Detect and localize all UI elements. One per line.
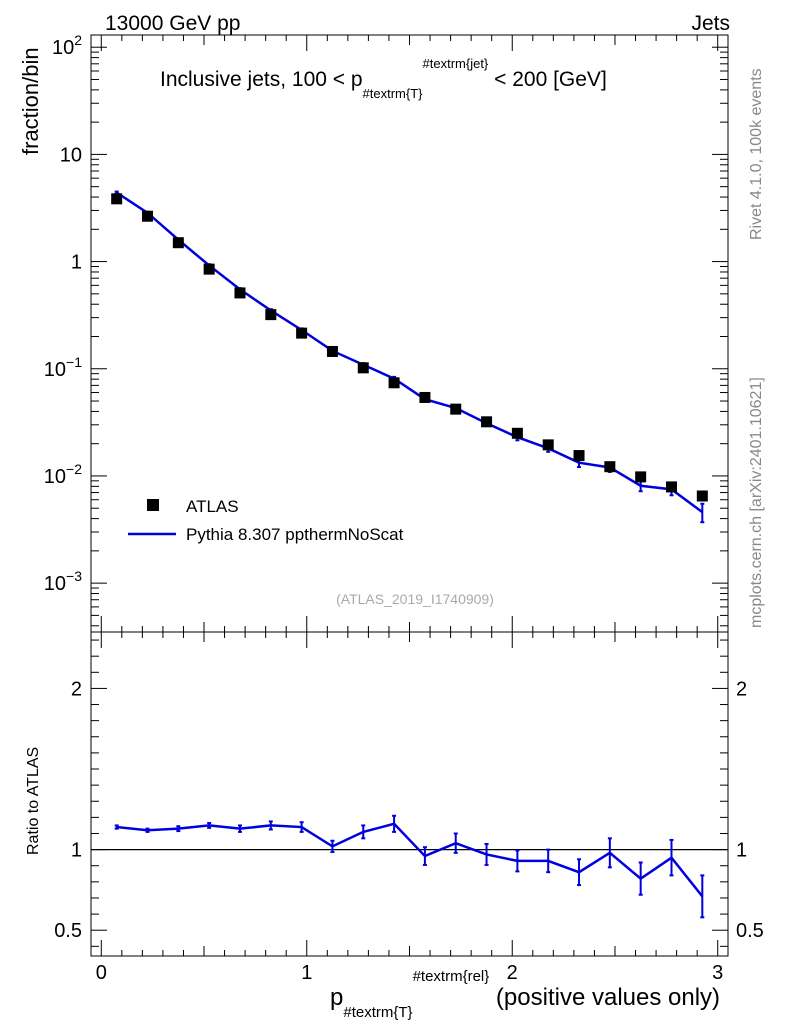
- legend: ATLAS Pythia 8.307 ppthermNoScat: [128, 497, 404, 544]
- plot-title: Inclusive jets, 100 < p#textrm{T}#textrm…: [160, 56, 607, 101]
- ratio-y-tick-label-left: 0.5: [54, 920, 82, 942]
- ratio-y-tick-label-right: 2: [736, 678, 747, 700]
- data-point: [234, 287, 246, 299]
- data-point: [604, 461, 616, 473]
- ratio-y-tick-label-right: 1: [736, 840, 747, 862]
- data-point: [635, 471, 647, 483]
- legend-data-marker: [147, 499, 159, 511]
- ratio-tick-labels: 0.5 0.5 1 1 2 2 0 1 2 3: [54, 678, 764, 984]
- data-point: [172, 237, 184, 249]
- main-y-tick-labels: 102 10 1 10−1 10−2 10−3: [44, 32, 82, 595]
- ratio-series: [114, 814, 705, 919]
- main-y-tick-label: 10−3: [44, 568, 82, 595]
- x-tick-label: 1: [301, 962, 312, 984]
- data-point: [573, 450, 585, 462]
- x-tick-label: 3: [712, 962, 723, 984]
- data-point: [665, 481, 677, 493]
- ratio-y-tick-label-right: 0.5: [736, 920, 764, 942]
- data-point: [450, 403, 462, 415]
- mcplots-credit-label: mcplots.cern.ch [arXiv:2401.10621]: [748, 377, 765, 628]
- ratio-y-tick-label-left: 1: [71, 840, 82, 862]
- data-point: [696, 490, 708, 502]
- data-point: [296, 327, 308, 339]
- main-y-tick-label: 1: [71, 252, 82, 274]
- analysis-id-label: (ATLAS_2019_I1740909): [336, 591, 494, 607]
- ratio-y-tick-label-left: 2: [71, 678, 82, 700]
- legend-mc-label: Pythia 8.307 ppthermNoScat: [186, 525, 404, 544]
- data-point: [419, 391, 431, 403]
- data-point: [142, 210, 154, 222]
- main-y-tick-label: 10: [60, 144, 82, 166]
- mc-series: [114, 190, 705, 524]
- ratio-panel-frame: [90, 631, 729, 957]
- ratio-line: [116, 822, 704, 898]
- data-point: [111, 193, 123, 205]
- x-axis-label: p#textrm{T}#textrm{rel} (positive values…: [330, 968, 720, 1021]
- data-point: [542, 439, 554, 451]
- data-point: [265, 309, 277, 321]
- rivet-version-label: Rivet 4.1.0, 100k events: [748, 68, 765, 240]
- energy-label: 13000 GeV pp: [105, 12, 240, 35]
- data-point: [326, 345, 338, 357]
- process-label: Jets: [691, 12, 730, 35]
- x-tick-label: 0: [96, 962, 107, 984]
- data-point: [357, 362, 369, 374]
- ratio-axis-ticks: [91, 632, 728, 956]
- main-axis-ticks: [91, 35, 728, 632]
- main-y-tick-label: 10−1: [44, 354, 82, 381]
- data-point: [203, 263, 215, 275]
- main-y-tick-label: 10−2: [44, 461, 82, 488]
- data-point: [388, 377, 400, 389]
- ratio-y-axis-label: Ratio to ATLAS: [25, 747, 42, 855]
- data-series: [111, 193, 708, 502]
- x-tick-label: 2: [507, 962, 518, 984]
- data-point: [511, 427, 523, 439]
- main-y-tick-label: 102: [52, 32, 82, 59]
- data-point: [481, 416, 493, 428]
- legend-data-label: ATLAS: [186, 497, 239, 516]
- main-y-axis-label: fraction/bin: [18, 47, 43, 155]
